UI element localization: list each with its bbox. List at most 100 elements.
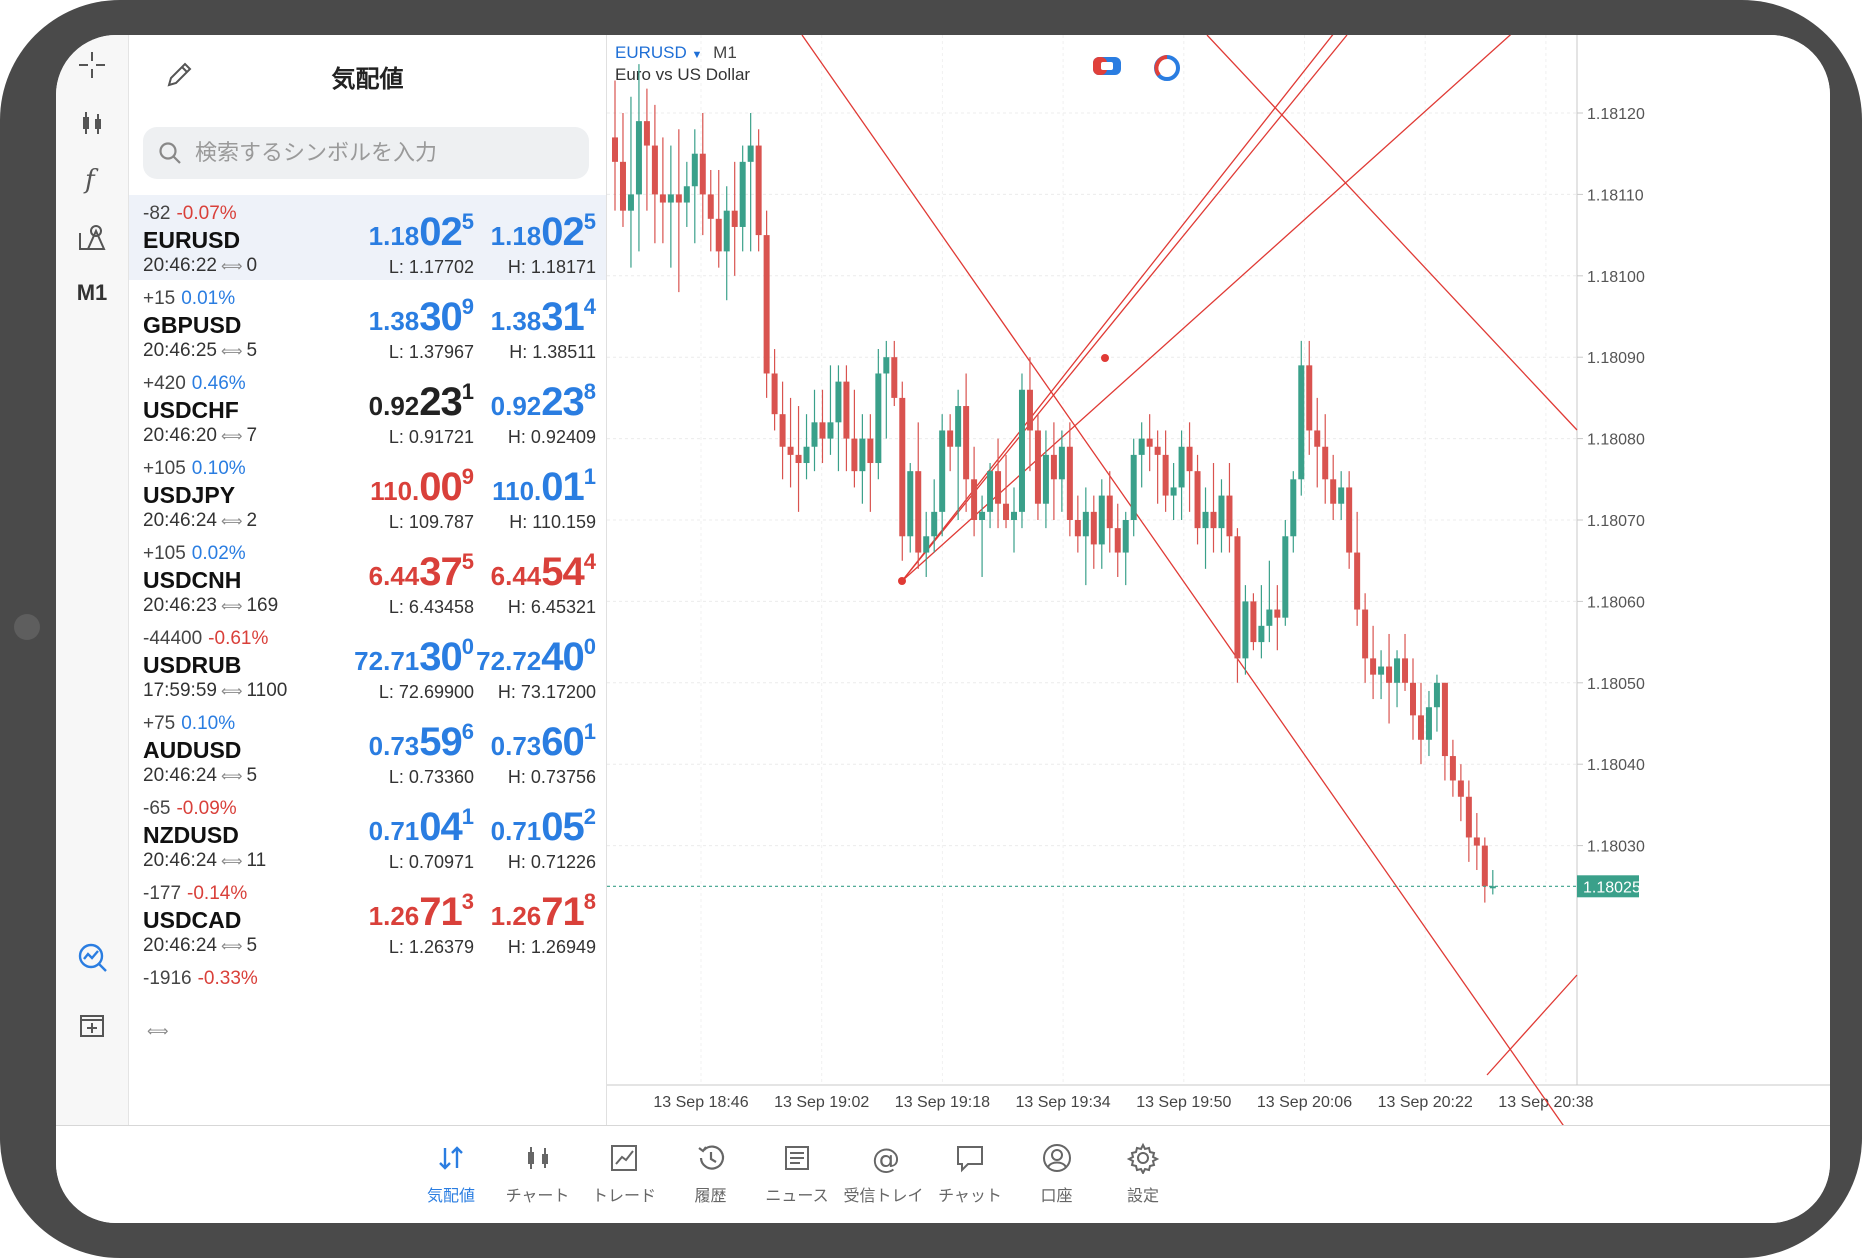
chart-symbol[interactable]: EURUSD <box>615 43 687 62</box>
y-tick-label: 1.18110 <box>1587 187 1644 204</box>
quote-row[interactable]: +105 0.02% USDCNH 20:46:23 ⟺ 169 6.44375 6.… <box>129 535 606 620</box>
tab-label: ニュース <box>765 1188 829 1205</box>
quote-change-percent: -0.33% <box>197 968 258 989</box>
candle-body <box>883 357 890 374</box>
quote-row[interactable]: -82 -0.07% EURUSD 20:46:22 ⟺ 0 1.18025 1.18… <box>129 195 606 280</box>
x-tick-label: 13 Sep 19:02 <box>774 1094 869 1111</box>
quote-symbol: EURUSD <box>143 227 241 253</box>
quote-time: 20:46:24 ⟺ 2 <box>143 510 258 531</box>
crosshair-icon[interactable] <box>70 43 114 87</box>
quote-change-percent: -0.09% <box>176 798 237 819</box>
tab-mailbox[interactable]: @ 受信トレイ <box>841 1140 927 1206</box>
svg-text:@: @ <box>872 1142 900 1174</box>
quote-change-percent: 0.10% <box>191 458 246 479</box>
daily-low: L: 1.26379 <box>388 937 474 957</box>
x-tick-label: 13 Sep 19:50 <box>1136 1094 1231 1111</box>
quote-symbol: NZDUSD <box>143 822 239 848</box>
quote-spread: 5 <box>246 935 258 956</box>
ask-price: 0.73601 <box>490 719 596 764</box>
tab-settings[interactable]: 設定 <box>1100 1140 1186 1206</box>
trend-line <box>1486 974 1578 1076</box>
quote-row[interactable]: +15 0.01% GBPUSD 20:46:25 ⟺ 5 1.38309 1.383… <box>129 280 606 365</box>
x-tick-label: 13 Sep 20:06 <box>1257 1094 1352 1111</box>
daily-high: H: 73.17200 <box>497 682 596 702</box>
objects-icon[interactable] <box>70 215 114 259</box>
quote-change: +105 0.10% <box>143 458 246 479</box>
candle-body <box>1146 438 1153 447</box>
tab-account[interactable]: 口座 <box>1014 1140 1100 1206</box>
ask-price: 0.92238 <box>490 379 596 424</box>
quote-row[interactable]: +75 0.10% AUDUSD 20:46:24 ⟺ 5 0.73596 0.736… <box>129 705 606 790</box>
tab-quotes[interactable]: 気配値 <box>408 1140 494 1206</box>
candle-body <box>859 438 866 472</box>
settings-icon <box>1100 1140 1186 1176</box>
candle-body <box>1473 837 1480 846</box>
candle-body <box>803 446 810 464</box>
spread-icon: ⟺ <box>220 768 243 785</box>
quote-change: +15 0.01% <box>143 288 236 309</box>
candle-body <box>1250 601 1257 643</box>
timeframe-button[interactable]: M1 <box>70 271 114 315</box>
quote-row[interactable]: -44400 -0.61% USDRUB 17:59:59 ⟺ 1100 72.713… <box>129 620 606 705</box>
function-icon[interactable]: f <box>70 157 114 201</box>
tab-chat[interactable]: チャット <box>927 1140 1013 1206</box>
bid-price: 72.71300 <box>354 634 474 679</box>
candle-body <box>1186 446 1193 472</box>
quote-row[interactable]: +105 0.10% USDJPY 20:46:24 ⟺ 2 110.009 110.… <box>129 450 606 535</box>
candle-body <box>683 186 690 203</box>
add-window-icon[interactable] <box>70 1003 114 1047</box>
tab-chart[interactable]: チャート <box>495 1140 581 1206</box>
quote-symbol: USDCNH <box>143 567 242 593</box>
candle-body <box>795 454 802 464</box>
candle-body <box>827 422 834 439</box>
candle-body <box>875 373 882 464</box>
quote-spread: 169 <box>246 595 279 616</box>
daily-low: L: 1.37967 <box>388 342 474 362</box>
trend-line <box>901 35 1334 582</box>
quote-symbol: GBPUSD <box>143 312 242 338</box>
edit-pencil-icon[interactable] <box>163 59 195 91</box>
price-chart[interactable]: 1.18120 1.18110 1.18100 1.18090 1.18080 1.180… <box>607 35 1830 1125</box>
daily-high: H: 1.26949 <box>507 937 596 957</box>
candle-body <box>771 373 778 415</box>
symbol-search-input[interactable] <box>193 139 577 167</box>
quote-change: +75 0.10% <box>143 713 236 734</box>
chart-title[interactable]: EURUSD ▼ M1 <box>615 43 737 63</box>
quote-change: +105 0.02% <box>143 543 246 564</box>
symbol-dropdown-icon[interactable]: ▼ <box>691 49 703 61</box>
candle-body <box>947 430 954 447</box>
quote-row[interactable]: +420 0.46% USDCHF 20:46:20 ⟺ 7 0.92231 0.92… <box>129 365 606 450</box>
symbol-search-box[interactable] <box>143 127 589 179</box>
candle-body <box>755 145 762 236</box>
candle-body <box>995 471 1002 504</box>
quote-symbol: USDCHF <box>143 397 239 423</box>
candle-body <box>1338 487 1345 504</box>
chat-icon <box>927 1140 1013 1176</box>
trade-signals-icon[interactable] <box>70 935 114 979</box>
quote-change: +420 0.46% <box>143 373 246 394</box>
daily-high: H: 0.92409 <box>507 427 596 447</box>
tab-news[interactable]: ニュース <box>754 1140 840 1206</box>
tab-history[interactable]: 履歴 <box>668 1140 754 1206</box>
candle-body <box>619 161 626 211</box>
one-click-trading-icon[interactable] <box>1092 53 1122 84</box>
indicators-icon[interactable] <box>70 101 114 145</box>
chart-area[interactable]: EURUSD ▼ M1 Euro vs US Dollar 1.18120 1.1… <box>607 35 1830 1125</box>
candle-body <box>747 145 754 162</box>
quote-time: 20:46:20 ⟺ 7 <box>143 425 258 446</box>
quote-row[interactable]: -177 -0.14% USDCAD 20:46:24 ⟺ 5 1.26713 1.2… <box>129 875 606 960</box>
quote-row[interactable]: -65 -0.09% NZDUSD 20:46:24 ⟺ 11 0.71041 0.7… <box>129 790 606 875</box>
candle-body <box>627 194 634 211</box>
quote-row[interactable]: -1916 -0.33% ⟺ <box>129 960 606 1045</box>
current-price-tag <box>1577 875 1639 898</box>
tab-trade[interactable]: トレード <box>581 1140 667 1206</box>
trade-level-icon[interactable] <box>1152 53 1182 88</box>
bid-price: 1.18025 <box>368 209 474 254</box>
quote-time: ⟺ <box>143 1020 173 1042</box>
spread-icon: ⟺ <box>220 258 243 275</box>
candle-body <box>987 471 994 512</box>
candle-body <box>779 414 786 447</box>
candle-body <box>1098 495 1105 545</box>
quote-time: 20:46:24 ⟺ 11 <box>143 850 267 871</box>
candle-body <box>963 406 970 480</box>
